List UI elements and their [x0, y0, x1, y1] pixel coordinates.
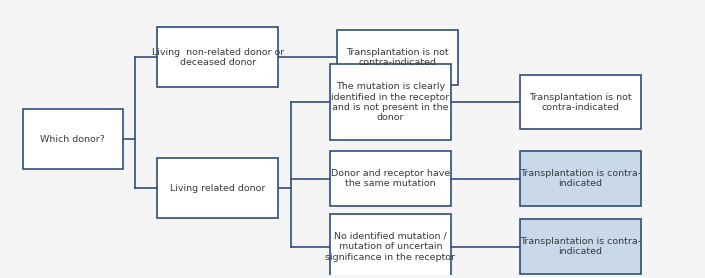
- Text: Living  non-related donor or
deceased donor: Living non-related donor or deceased don…: [152, 48, 284, 67]
- Text: Transplantation is contra-
indicated: Transplantation is contra- indicated: [520, 237, 641, 256]
- FancyBboxPatch shape: [520, 151, 641, 206]
- Text: No identified mutation /
mutation of uncertain
significance in the receptor: No identified mutation / mutation of unc…: [326, 232, 455, 262]
- Text: Transplantation is not
contra-indicated: Transplantation is not contra-indicated: [346, 48, 448, 67]
- Text: Transplantation is contra-
indicated: Transplantation is contra- indicated: [520, 169, 641, 188]
- Text: Living related donor: Living related donor: [170, 183, 266, 193]
- FancyBboxPatch shape: [520, 219, 641, 274]
- FancyBboxPatch shape: [520, 75, 641, 130]
- FancyBboxPatch shape: [337, 30, 458, 85]
- Text: Transplantation is not
contra-indicated: Transplantation is not contra-indicated: [529, 93, 632, 112]
- Text: Donor and receptor have
the same mutation: Donor and receptor have the same mutatio…: [331, 169, 450, 188]
- FancyBboxPatch shape: [157, 27, 278, 87]
- FancyBboxPatch shape: [157, 158, 278, 218]
- FancyBboxPatch shape: [330, 151, 451, 206]
- FancyBboxPatch shape: [330, 214, 451, 278]
- Text: The mutation is clearly
identified in the receptor
and is not present in the
don: The mutation is clearly identified in th…: [331, 82, 450, 122]
- FancyBboxPatch shape: [330, 64, 451, 140]
- Text: Which donor?: Which donor?: [40, 135, 105, 143]
- FancyBboxPatch shape: [23, 109, 123, 169]
